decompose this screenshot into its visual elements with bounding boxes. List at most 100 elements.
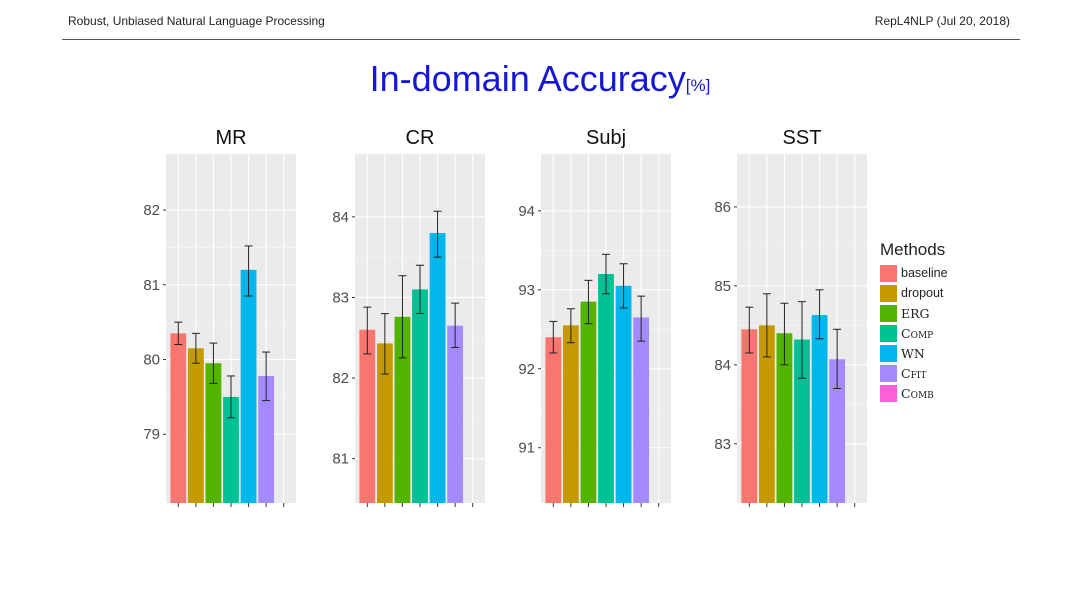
panel-cr: 81 82 83 84 CR: [332, 127, 485, 507]
slide-title: In-domain Accuracy[%]: [0, 58, 1080, 100]
y-tick-label: 84: [714, 357, 731, 374]
header-right-text: RepL4NLP (Jul 20, 2018): [874, 14, 1010, 28]
error-bar: [363, 306, 372, 355]
legend-label: Comp: [901, 325, 934, 341]
bar-cfit: [633, 317, 650, 503]
bar-erg: [776, 333, 793, 503]
bar-cfit: [447, 325, 464, 503]
panel-mr: 79 80 81 82 MR: [143, 127, 296, 507]
slide-title-main: In-domain Accuracy: [369, 58, 686, 99]
bar-baseline: [359, 329, 376, 503]
bar-dropout: [376, 343, 393, 503]
legend-swatch: [880, 284, 897, 302]
error-bar: [227, 375, 235, 419]
error-bar: [602, 253, 610, 295]
legend-item: baseline: [880, 263, 948, 283]
bar-baseline: [545, 337, 562, 503]
error-bar: [451, 302, 460, 348]
bar-comp: [412, 289, 428, 503]
bar-comp: [598, 274, 614, 503]
legend-item: dropout: [880, 283, 948, 303]
y-tick-label: 83: [332, 289, 349, 306]
bar-wn: [429, 232, 446, 503]
y-tick-label: 91: [518, 440, 535, 457]
error-bar: [833, 328, 842, 390]
error-bar: [549, 320, 558, 354]
slide-title-unit: [%]: [685, 76, 711, 95]
error-bar: [262, 351, 271, 402]
bar-cfit: [258, 375, 275, 503]
error-bar: [380, 313, 389, 375]
legend-label: Comb: [901, 385, 934, 401]
y-tick-label: 84: [332, 209, 349, 226]
error-bar: [762, 293, 771, 358]
legend-label: WN: [901, 345, 925, 361]
y-tick-label: 85: [714, 278, 731, 295]
legend-label: ERG: [901, 305, 930, 321]
error-bar: [244, 245, 253, 297]
legend-item: Cfit: [880, 363, 948, 383]
methods-legend: Methods baseline dropout ERG Comp WN Cfit Comb: [880, 240, 948, 403]
y-tick-label: 92: [518, 361, 535, 378]
error-bar: [798, 301, 806, 379]
y-tick-label: 81: [143, 277, 160, 294]
header-rule: [62, 39, 1020, 40]
header-left-text: Robust, Unbiased Natural Language Proces…: [68, 14, 325, 28]
bar-dropout: [758, 325, 775, 503]
y-tick-label: 79: [143, 426, 160, 443]
legend-label: dropout: [901, 286, 944, 300]
y-tick-label: 94: [518, 203, 535, 220]
bar-comp: [794, 339, 810, 503]
error-bar: [566, 308, 575, 344]
panel-title: SST: [783, 127, 822, 149]
legend-swatch: [880, 364, 897, 382]
error-bar: [584, 279, 593, 325]
bar-baseline: [741, 329, 758, 503]
bar-erg: [205, 363, 222, 503]
legend-swatch: [880, 324, 897, 342]
bar-wn: [811, 315, 828, 503]
panel-title: MR: [215, 127, 246, 149]
bar-comp: [223, 396, 239, 503]
error-bar: [619, 263, 628, 309]
slide-header: Robust, Unbiased Natural Language Proces…: [0, 0, 1080, 40]
bar-dropout: [187, 348, 204, 503]
y-tick-label: 82: [332, 370, 349, 387]
legend-item: Comb: [880, 383, 948, 403]
legend-title: Methods: [880, 240, 946, 259]
error-bar: [416, 264, 424, 315]
error-bar: [209, 342, 218, 384]
legend-swatch: [880, 304, 897, 322]
error-bar: [815, 289, 824, 340]
bar-cfit: [829, 359, 846, 503]
bar-erg: [580, 301, 597, 503]
y-tick-label: 81: [332, 451, 349, 468]
panel-title: CR: [406, 127, 435, 149]
legend-swatch: [880, 264, 897, 282]
y-tick-label: 83: [714, 436, 731, 453]
legend-swatch: [880, 384, 897, 402]
error-bar: [174, 321, 183, 346]
y-tick-label: 93: [518, 282, 535, 299]
error-bar: [398, 275, 407, 359]
y-tick-label: 80: [143, 352, 160, 369]
error-bar: [191, 332, 200, 364]
error-bar: [433, 210, 442, 258]
legend-item: WN: [880, 343, 948, 363]
panel-sst: 83 84 85 86 SST: [714, 127, 867, 507]
legend-label: baseline: [901, 266, 948, 280]
panel-subj: 91 92 93 94 Subj: [518, 127, 671, 507]
legend-item: ERG: [880, 303, 948, 323]
legend-swatch: [880, 344, 897, 362]
y-tick-label: 86: [714, 199, 731, 216]
panel-title: Subj: [586, 127, 626, 149]
bar-baseline: [170, 333, 187, 503]
error-bar: [745, 306, 754, 354]
error-bar: [637, 295, 646, 342]
bar-wn: [615, 285, 632, 503]
error-bar: [780, 302, 789, 366]
legend-label: Cfit: [901, 365, 927, 381]
bar-wn: [240, 269, 257, 503]
y-tick-label: 82: [143, 202, 160, 219]
